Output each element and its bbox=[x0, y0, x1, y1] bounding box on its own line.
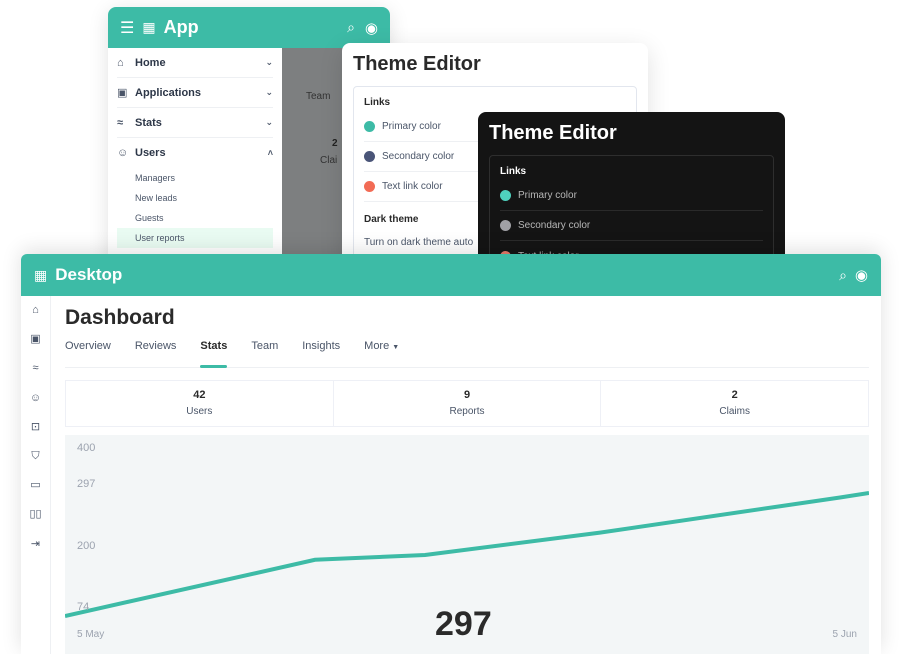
nav-sub-guests[interactable]: Guests bbox=[135, 213, 164, 223]
theme-editor-title: Theme Editor bbox=[353, 53, 481, 75]
grid-icon: ▦ bbox=[34, 266, 48, 283]
logout-icon[interactable]: ⇥ bbox=[30, 537, 41, 550]
color-swatch[interactable] bbox=[500, 220, 511, 231]
x-tick-label: 5 Jun bbox=[832, 629, 857, 640]
tab-more[interactable]: More ▼ bbox=[364, 340, 399, 368]
primary-color-row[interactable]: Primary color bbox=[500, 181, 763, 211]
stat-claims: 2 Claims bbox=[601, 381, 868, 426]
app-header: ☰ ▦ App ⌕ ◉ bbox=[108, 7, 390, 48]
color-swatch[interactable] bbox=[364, 181, 375, 192]
nav-sub-user-reports[interactable]: User reports bbox=[117, 228, 273, 248]
home-icon[interactable]: ⌂ bbox=[32, 304, 39, 316]
theme-editor-dark: Theme Editor Links Primary color Seconda… bbox=[478, 112, 785, 282]
y-tick-label: 74 bbox=[77, 601, 90, 613]
book-icon[interactable]: ▯▯ bbox=[29, 508, 42, 521]
desktop-window: ▦ Desktop ⌕ ◉ ⌂ ▣ ≈ ☺ ⊡ ⛉ ▭ ▯▯ ⇥ Dashboa… bbox=[21, 254, 881, 654]
tab-stats[interactable]: Stats bbox=[200, 340, 227, 368]
stat-value: 2 bbox=[731, 389, 738, 401]
desktop-title: Desktop bbox=[55, 265, 123, 284]
chart-svg bbox=[65, 491, 869, 618]
icon-sidebar: ⌂ ▣ ≈ ☺ ⊡ ⛉ ▭ ▯▯ ⇥ bbox=[21, 296, 51, 654]
bg-stat-label: Clai bbox=[320, 155, 338, 166]
row-label: Primary color bbox=[518, 190, 577, 201]
row-label: Secondary color bbox=[518, 220, 591, 231]
y-tick-label: 200 bbox=[77, 540, 96, 552]
shield-icon[interactable]: ⛉ bbox=[31, 449, 40, 462]
search-icon[interactable]: ⌕ bbox=[839, 266, 847, 283]
links-heading: Links bbox=[364, 97, 391, 108]
y-tick-label: 297 bbox=[77, 478, 96, 490]
color-swatch[interactable] bbox=[364, 151, 375, 162]
nav-label: Stats bbox=[135, 116, 162, 129]
tab-bar: Overview Reviews Stats Team Insights Mor… bbox=[65, 340, 869, 368]
nav-users[interactable]: ☺ Users ˄ bbox=[117, 138, 273, 168]
row-label: Text link color bbox=[382, 181, 443, 192]
color-swatch[interactable] bbox=[364, 121, 375, 132]
stat-label: Users bbox=[186, 406, 213, 417]
nav-label: Users bbox=[135, 147, 166, 159]
tab-insights[interactable]: Insights bbox=[302, 340, 341, 352]
nav-sub-new-leads[interactable]: New leads bbox=[135, 193, 178, 203]
panel-icon[interactable]: ▭ bbox=[30, 479, 41, 492]
applications-icon: ▣ bbox=[117, 87, 128, 99]
color-swatch[interactable] bbox=[500, 190, 511, 201]
main-content: Dashboard Overview Reviews Stats Team In… bbox=[65, 296, 869, 654]
grid-icon: ▦ bbox=[142, 19, 156, 35]
caret-down-icon: ▼ bbox=[392, 344, 400, 351]
row-label: Primary color bbox=[382, 121, 441, 132]
x-tick-label: 5 May bbox=[77, 629, 105, 640]
theme-editor-title: Theme Editor bbox=[489, 122, 617, 144]
secondary-color-row[interactable]: Secondary color bbox=[500, 211, 763, 241]
stats-row: 42 Users 9 Reports 2 Claims bbox=[65, 380, 869, 427]
y-tick-label: 400 bbox=[77, 442, 96, 454]
stats-icon[interactable]: ≈ bbox=[32, 362, 39, 375]
nav-stats[interactable]: ≈ Stats ⌄ bbox=[117, 108, 273, 138]
chevron-down-icon: ⌄ bbox=[265, 57, 273, 67]
series-line bbox=[65, 491, 869, 618]
chevron-down-icon: ⌄ bbox=[265, 87, 273, 97]
tab-overview[interactable]: Overview bbox=[65, 340, 111, 352]
stat-value: 9 bbox=[463, 389, 471, 401]
nav-sub-managers[interactable]: Managers bbox=[135, 173, 176, 183]
nav-label: Applications bbox=[135, 86, 202, 99]
nav-home[interactable]: ⌂ Home ⌄ bbox=[117, 48, 273, 78]
stat-label: Reports bbox=[449, 406, 485, 417]
tab-reviews[interactable]: Reviews bbox=[134, 340, 177, 352]
account-icon[interactable]: ◉ bbox=[854, 267, 868, 284]
tab-more-label: More bbox=[364, 340, 390, 352]
dark-theme-heading: Dark theme bbox=[364, 214, 419, 225]
bag-icon[interactable]: ⊡ bbox=[30, 420, 41, 433]
nav-label: Home bbox=[135, 56, 166, 69]
dark-theme-toggle-text[interactable]: Turn on dark theme auto bbox=[364, 237, 474, 248]
app-title: App bbox=[163, 17, 199, 37]
stat-users: 42 Users bbox=[66, 381, 334, 426]
stat-label: Claims bbox=[719, 406, 750, 417]
nav-applications[interactable]: ▣ Applications ⌄ bbox=[117, 78, 273, 108]
links-heading: Links bbox=[500, 166, 527, 177]
row-label: Secondary color bbox=[382, 151, 455, 162]
tab-team[interactable]: Team bbox=[251, 340, 279, 352]
users-icon: ☺ bbox=[117, 147, 129, 159]
chevron-down-icon: ⌄ bbox=[265, 117, 273, 127]
page-title: Dashboard bbox=[65, 306, 175, 329]
search-icon[interactable]: ⌕ bbox=[347, 19, 355, 35]
chevron-up-icon: ˄ bbox=[267, 148, 273, 158]
home-icon: ⌂ bbox=[117, 56, 124, 69]
bg-tab-team: Team bbox=[306, 91, 331, 102]
app-sidebar: ⌂ Home ⌄ ▣ Applications ⌄ ≈ Stats ⌄ ☺ Users ˄ Ma… bbox=[108, 48, 282, 267]
stat-value: 42 bbox=[193, 389, 206, 401]
stat-reports: 9 Reports bbox=[334, 381, 602, 426]
highlight-value: 297 bbox=[435, 605, 492, 643]
menu-icon[interactable]: ☰ bbox=[120, 19, 135, 37]
users-icon[interactable]: ☺ bbox=[29, 391, 42, 404]
stats-icon: ≈ bbox=[117, 116, 124, 129]
bg-stat: 2 bbox=[332, 138, 338, 149]
account-icon[interactable]: ◉ bbox=[364, 19, 378, 37]
line-chart: 400 297 200 74 5 May 5 Jun 297 bbox=[65, 435, 869, 654]
desktop-header: ▦ Desktop ⌕ ◉ bbox=[21, 254, 881, 296]
applications-icon[interactable]: ▣ bbox=[30, 333, 41, 346]
